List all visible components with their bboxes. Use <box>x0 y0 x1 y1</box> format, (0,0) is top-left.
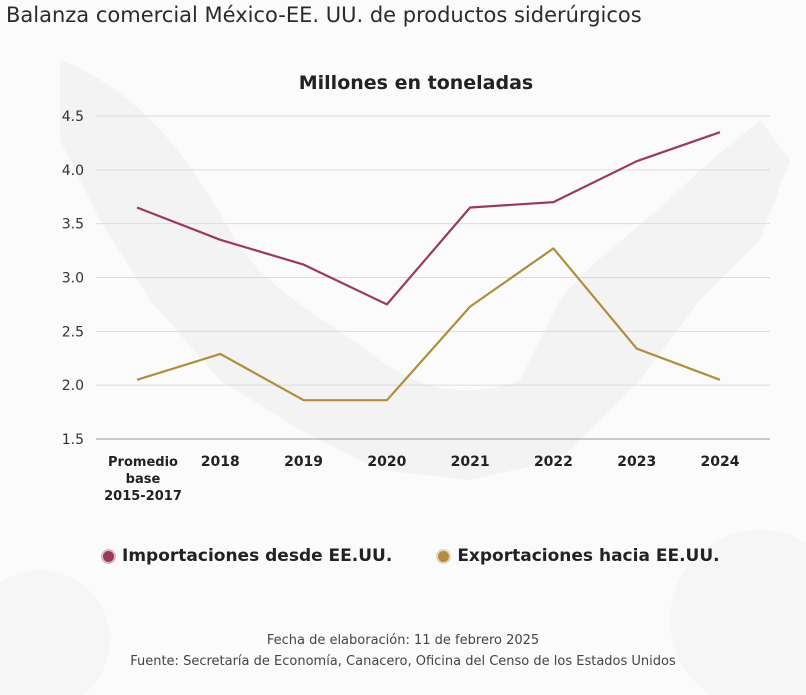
legend-marker-icon <box>438 550 450 562</box>
x-tick-label: Promedio base 2015-2017 <box>104 455 182 504</box>
x-axis-ticks: Promedio base 2015-2017 2018 2019 2020 2021 202… <box>104 454 740 504</box>
line-chart: Millones en toneladas 1.5 2.0 2.5 3.0 3.5 4.0… <box>62 72 770 504</box>
y-tick-label: 3.0 <box>62 271 84 287</box>
x-tick-label: 2024 <box>701 454 740 470</box>
footer-source: Fuente: Secretaría de Economía, Canacero… <box>130 654 676 669</box>
legend-marker-icon <box>103 550 114 562</box>
chart-title: Millones en toneladas <box>299 72 533 94</box>
legend-item-exportaciones: Exportaciones hacia EE.UU. <box>438 546 720 566</box>
y-tick-label: 2.5 <box>62 324 84 340</box>
page-header-title: Balanza comercial México-EE. UU. de prod… <box>6 3 642 27</box>
footer-date: Fecha de elaboración: 11 de febrero 2025 <box>266 633 540 648</box>
y-tick-label: 4.5 <box>62 109 84 125</box>
series-line-exportaciones <box>136 247 721 402</box>
x-tick-label: 2020 <box>367 454 406 470</box>
series-lines <box>136 131 721 402</box>
footer: Fecha de elaboración: 11 de febrero 2025… <box>0 630 806 672</box>
y-tick-label: 3.5 <box>62 217 84 233</box>
chart-legend: Importaciones desde EE.UU. Exportaciones… <box>103 546 720 566</box>
y-tick-label: 4.0 <box>62 163 84 179</box>
x-tick-label: 2018 <box>201 454 240 470</box>
series-line-importaciones <box>136 131 721 306</box>
y-tick-label: 2.0 <box>62 378 84 394</box>
legend-item-importaciones: Importaciones desde EE.UU. <box>103 546 392 566</box>
x-tick-label: 2019 <box>284 454 323 470</box>
x-tick-label: 2023 <box>617 454 656 470</box>
legend-label: Importaciones desde EE.UU. <box>122 546 393 566</box>
x-tick-label: 2021 <box>451 454 490 470</box>
gridlines <box>96 115 770 440</box>
y-tick-label: 1.5 <box>62 432 84 448</box>
x-tick-label: 2022 <box>534 454 573 470</box>
y-axis-ticks: 1.5 2.0 2.5 3.0 3.5 4.0 4.5 <box>62 109 84 448</box>
legend-label: Exportaciones hacia EE.UU. <box>457 546 720 566</box>
